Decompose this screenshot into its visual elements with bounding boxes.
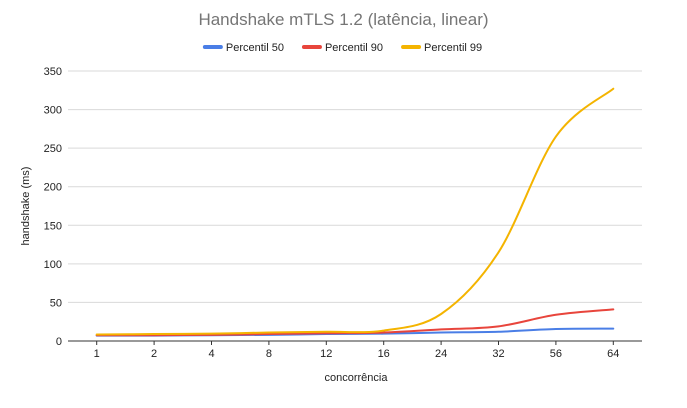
series-group [95,87,615,337]
y-tick-label: 200 [44,182,62,194]
x-tick-label: 56 [550,348,562,360]
legend-label: Percentil 50 [226,42,284,54]
chart-title: Handshake mTLS 1.2 (latência, linear) [198,10,488,29]
legend-item: Percentil 50 [202,42,284,54]
x-axis-label: concorrência [325,372,389,384]
legend-label: Percentil 99 [424,42,482,54]
x-tick-label: 12 [320,348,332,360]
x-tick-label: 24 [435,348,447,360]
y-tick-label: 150 [44,220,62,232]
legend-item: Percentil 99 [401,42,482,54]
series-line-percentil-99 [95,87,615,336]
y-tick-label: 50 [50,297,62,309]
y-tick-label: 0 [56,336,62,348]
x-tick-label: 32 [492,348,504,360]
legend: Percentil 50 Percentil 90 Percentil 99 [202,42,482,54]
y-tick-label: 300 [44,105,62,117]
x-tick-label: 2 [151,348,157,360]
y-tick-label: 250 [44,143,62,155]
grid [68,70,642,303]
axes [68,340,642,345]
legend-label: Percentil 90 [325,42,383,54]
y-axis-label: handshake (ms) [20,167,32,246]
x-tick-label: 64 [607,348,619,360]
x-tick-label: 16 [378,348,390,360]
x-tick-label: 1 [94,348,100,360]
legend-item: Percentil 90 [301,42,383,54]
x-tick-label: 8 [266,348,272,360]
y-tick-label: 350 [44,66,62,78]
x-tick-label: 4 [208,348,214,360]
y-tick-label: 100 [44,259,62,271]
